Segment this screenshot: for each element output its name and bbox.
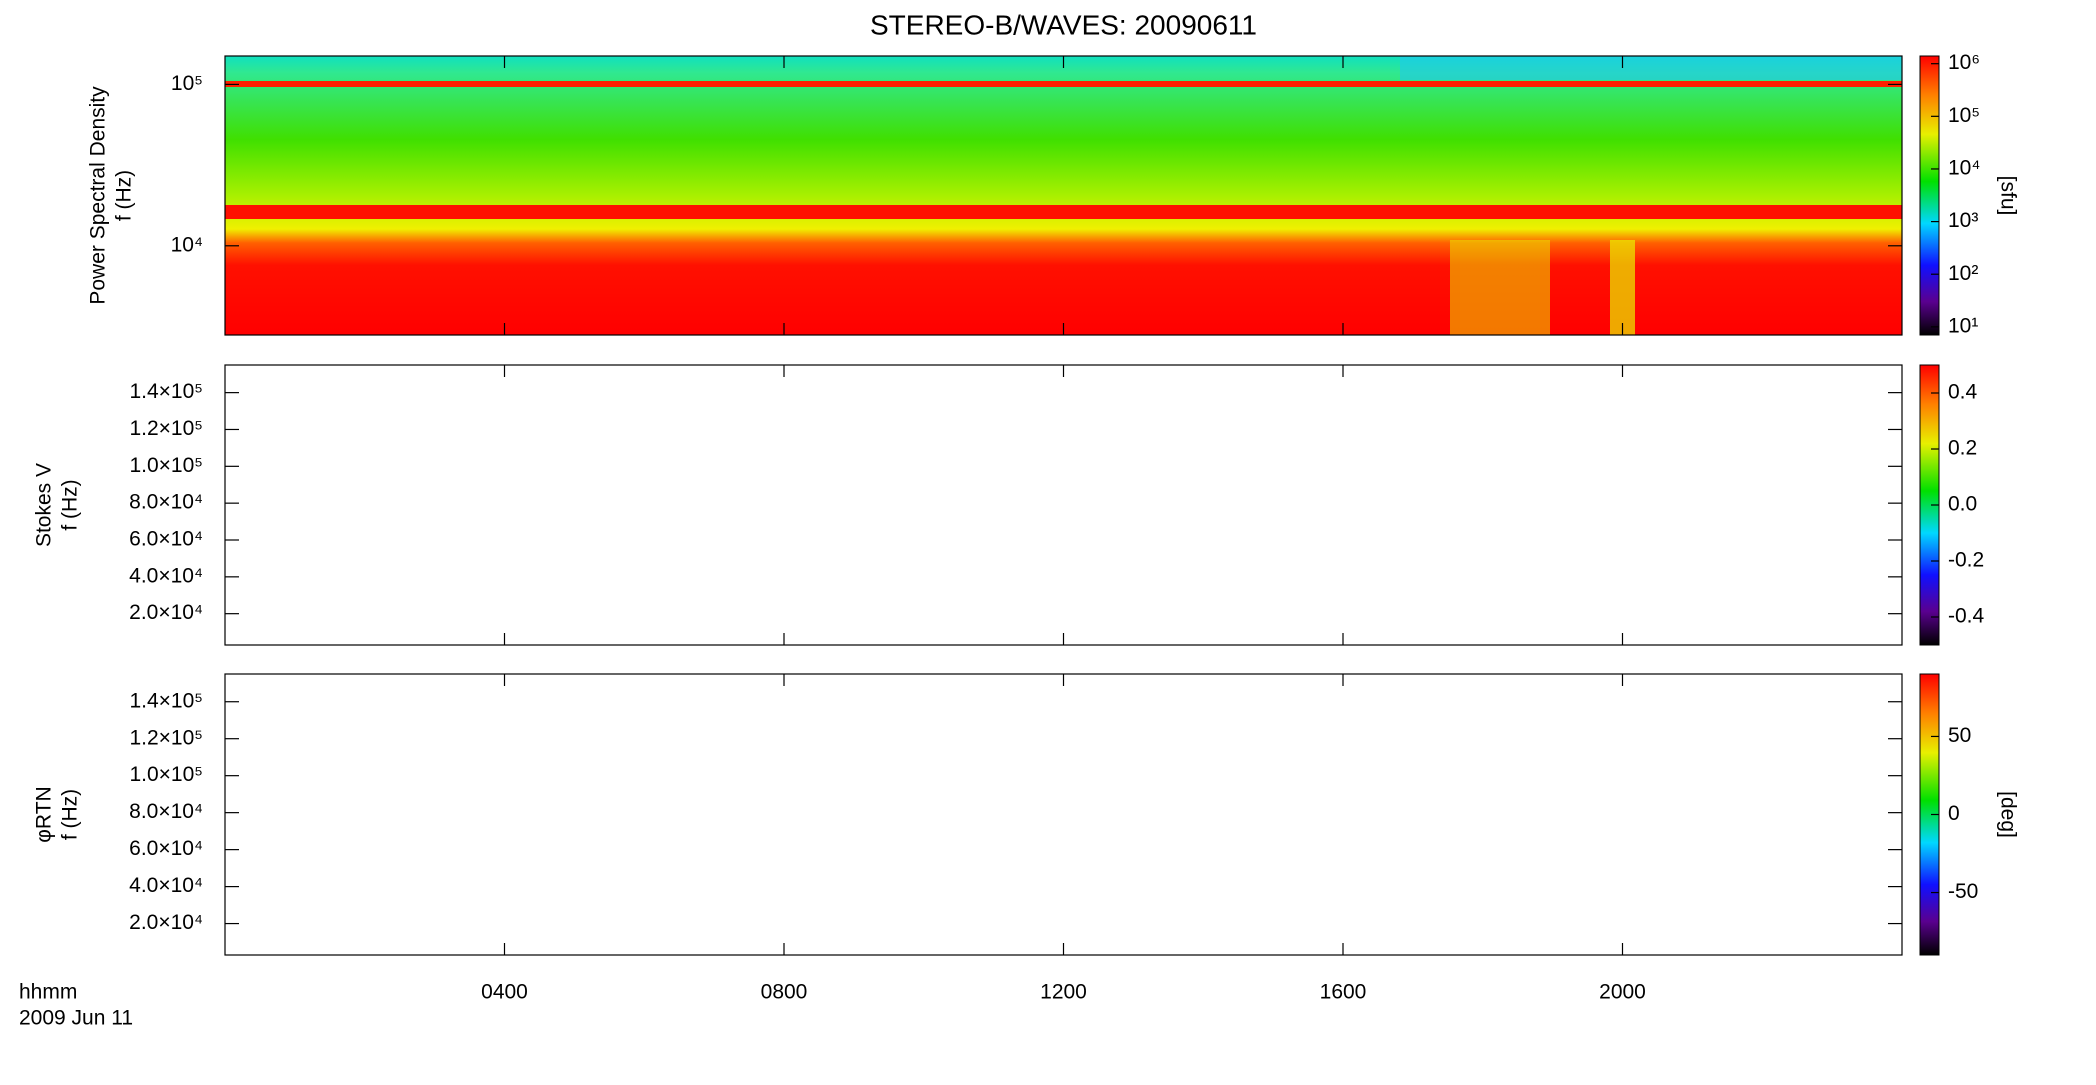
colorbar-tick-label: -0.2 <box>1948 549 1984 572</box>
x-tick-label: 0400 <box>481 981 528 1004</box>
colorbar-tick-label: 50 <box>1948 724 1971 747</box>
colorbar-tick-label: 0.0 <box>1948 493 1977 516</box>
y-tick-label: 4.0×10⁴ <box>129 874 203 897</box>
colorbar-tick-label: 10⁶ <box>1948 51 1980 74</box>
x-tick-label: 2000 <box>1599 981 1646 1004</box>
colorbar-tick-label: -0.4 <box>1948 605 1985 628</box>
y-tick-label: 10⁴ <box>171 233 203 256</box>
x-axis-label: hhmm <box>19 981 77 1004</box>
colorbar-tick-label: 10⁴ <box>1948 157 1980 180</box>
y-tick-label: 1.0×10⁵ <box>129 763 203 786</box>
y-tick-label: 8.0×10⁴ <box>129 491 203 514</box>
y-tick-label: 6.0×10⁴ <box>129 528 203 551</box>
spectrogram-image <box>225 56 1902 335</box>
y-tick-label: 1.0×10⁵ <box>129 454 203 477</box>
colorbar-label: [sfu] <box>1996 176 2019 216</box>
y-tick-label: 1.2×10⁵ <box>129 726 203 749</box>
y-tick-label: 8.0×10⁴ <box>129 800 203 823</box>
y-tick-label: 4.0×10⁴ <box>129 564 203 587</box>
y-tick-label: 1.4×10⁵ <box>129 689 203 712</box>
y-axis-label: φRTN <box>33 786 56 842</box>
colorbar-tick-label: 0.2 <box>1948 437 1977 460</box>
colorbar-tick-label: 0 <box>1948 802 1960 825</box>
y-tick-label: 1.2×10⁵ <box>129 417 203 440</box>
y-tick-label: 2.0×10⁴ <box>129 601 203 624</box>
colorbar-tick-label: 10² <box>1948 262 1978 285</box>
y-axis-label: f (Hz) <box>113 170 136 221</box>
date-label: 2009 Jun 11 <box>19 1007 133 1030</box>
colorbar-tick-label: -50 <box>1948 880 1978 903</box>
x-tick-label: 1600 <box>1320 981 1367 1004</box>
y-axis-label: f (Hz) <box>59 479 82 530</box>
y-axis-label: Stokes V <box>33 463 56 547</box>
y-tick-label: 1.4×10⁵ <box>129 380 203 403</box>
y-tick-label: 10⁵ <box>171 72 203 95</box>
x-tick-label: 0800 <box>761 981 808 1004</box>
colorbar <box>1919 55 1940 336</box>
plot-frame <box>224 673 1903 956</box>
y-axis-label: Power Spectral Density <box>87 86 110 305</box>
y-axis-label: f (Hz) <box>59 789 82 840</box>
plot-frame <box>224 364 1903 646</box>
colorbar-tick-label: 10³ <box>1948 209 1978 232</box>
x-tick-label: 1200 <box>1040 981 1087 1004</box>
colorbar-tick-label: 0.4 <box>1948 381 1978 404</box>
y-tick-label: 6.0×10⁴ <box>129 837 203 860</box>
colorbar-tick-label: 10⁵ <box>1948 104 1980 127</box>
colorbar-label: [deg] <box>1996 791 2019 838</box>
chart-title: STEREO-B/WAVES: 20090611 <box>870 9 1257 40</box>
colorbar-tick-label: 10¹ <box>1948 314 1978 337</box>
y-tick-label: 2.0×10⁴ <box>129 911 203 934</box>
